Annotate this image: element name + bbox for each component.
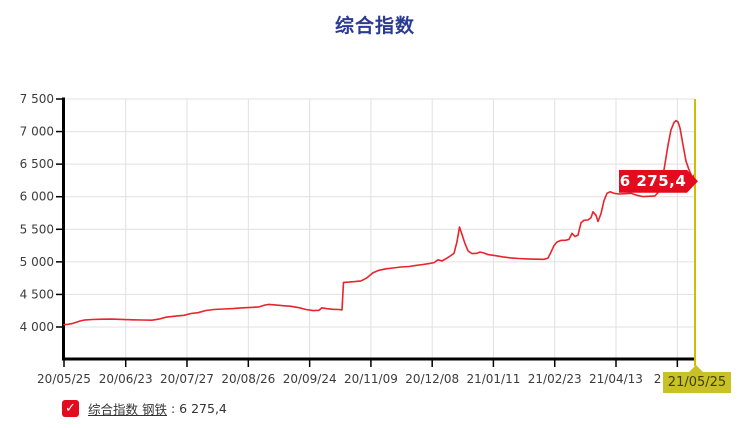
y-tick-label: 7 500 <box>20 92 54 106</box>
y-tick-label: 5 500 <box>20 222 54 236</box>
legend-value: 6 275,4 <box>179 401 227 416</box>
legend-separator: : <box>166 401 180 416</box>
x-tick-label: 20/09/24 <box>283 372 337 386</box>
x-tick-label: 20/06/23 <box>99 372 153 386</box>
x-tick-label: 20/08/26 <box>221 372 275 386</box>
x-tick-label: 21/02/23 <box>528 372 582 386</box>
checkmark-icon: ✓ <box>65 401 76 416</box>
x-tick-label: 20/07/27 <box>160 372 214 386</box>
y-tick-label: 4 500 <box>20 287 54 301</box>
index-line <box>63 119 696 326</box>
chart-title: 综合指数 <box>334 15 415 37</box>
x-tick-label: 2 <box>654 372 662 386</box>
y-tick-label: 5 000 <box>20 255 54 269</box>
x-tick-label: 21/04/13 <box>589 372 643 386</box>
crosshair-line <box>694 99 696 366</box>
y-tick-label: 6 000 <box>20 190 54 204</box>
value-callout-text: 6 275,4 <box>619 171 687 190</box>
y-tick-label: 6 500 <box>20 157 54 171</box>
legend-checkbox[interactable]: ✓ <box>62 400 79 417</box>
legend: ✓ 综合指数 钢铁 : 6 275,4 <box>62 399 227 418</box>
x-tick-label: 20/11/09 <box>344 372 398 386</box>
highlighted-date-text: 21/05/25 <box>667 375 727 390</box>
x-tick-label: 20/05/25 <box>37 372 91 386</box>
highlighted-date-label: 21/05/25 <box>663 365 731 393</box>
y-tick-label: 7 000 <box>20 125 54 139</box>
y-tick-label: 4 000 <box>20 320 54 334</box>
value-callout: 6 275,4 <box>619 169 698 193</box>
x-tick-label: 21/01/11 <box>466 372 520 386</box>
x-tick-label: 20/12/08 <box>405 372 459 386</box>
callout-pointer-icon <box>689 365 703 372</box>
legend-series-link[interactable]: 综合指数 钢铁 <box>88 402 167 417</box>
